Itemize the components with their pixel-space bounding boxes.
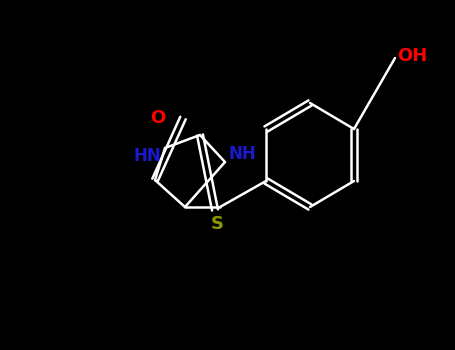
Text: OH: OH bbox=[397, 47, 427, 65]
Text: S: S bbox=[211, 215, 223, 233]
Text: HN: HN bbox=[133, 147, 161, 165]
Text: NH: NH bbox=[229, 145, 257, 163]
Text: O: O bbox=[150, 109, 165, 127]
